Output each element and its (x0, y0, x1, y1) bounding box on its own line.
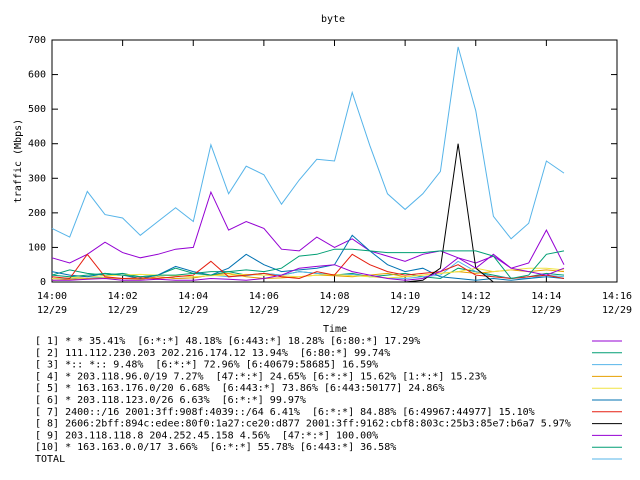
x-tick-label: 14:12 (461, 291, 491, 302)
y-tick-label: 700 (28, 35, 46, 46)
legend-label: [10] * 163.163.0.0/17 3.66% [6:*:*] 55.7… (35, 442, 396, 453)
x-tick-date: 12/29 (37, 305, 67, 316)
x-tick-label: 14:02 (108, 291, 138, 302)
series-line (52, 143, 564, 283)
y-tick-label: 0 (40, 277, 46, 288)
legend-label: [ 2] 111.112.230.203 202.216.174.12 13.9… (35, 348, 390, 359)
legend-label: [ 4] * 203.118.96.0/19 7.27% [47:*:*] 24… (35, 371, 487, 382)
series-line (51, 248, 565, 280)
x-tick-date: 12/29 (178, 305, 208, 316)
x-tick-label: 14:10 (390, 291, 420, 302)
y-tick-label: 200 (28, 208, 46, 219)
legend-label: [ 3] *:: *:: 9.48% [6:*:*] 72.96% [6:406… (35, 360, 378, 371)
legend-label: [ 6] * 203.118.123.0/26 6.63% [6:*:*] 99… (35, 395, 306, 406)
x-tick-date: 12/29 (461, 305, 491, 316)
series-line (51, 267, 565, 279)
legend-label: [ 5] * 163.163.176.0/20 6.68% [6:443:*] … (35, 383, 444, 394)
x-tick-date: 12/29 (319, 305, 349, 316)
y-tick-label: 100 (28, 242, 46, 253)
x-tick-label: 14:14 (531, 291, 561, 302)
legend-label: [ 7] 2400::/16 2001:3ff:908f:4039::/64 6… (35, 407, 535, 418)
x-tick-label: 14:16 (602, 291, 632, 302)
x-tick-label: 14:06 (249, 291, 279, 302)
legend-label: TOTAL (35, 454, 65, 465)
series-line (51, 46, 565, 240)
legend-label: [ 8] 2606:2bff:894c:edee:80f0:1a27:ce20:… (35, 419, 571, 430)
y-tick-label: 400 (28, 139, 46, 150)
x-axis-label: Time (323, 324, 347, 335)
x-tick-date: 12/29 (108, 305, 138, 316)
y-axis-label: traffic (Mbps) (13, 119, 24, 203)
x-tick-date: 12/29 (531, 305, 561, 316)
series-line (51, 253, 565, 280)
legend-label: [ 1] * * 35.41% [6:*:*] 48.18% [6:443:*]… (35, 336, 420, 347)
y-tick-label: 600 (28, 70, 46, 81)
y-tick-label: 500 (28, 104, 46, 115)
y-tick-label: 300 (28, 173, 46, 184)
series-line (51, 190, 565, 269)
x-tick-date: 12/29 (602, 305, 632, 316)
series-line (52, 253, 565, 281)
x-tick-date: 12/29 (249, 305, 279, 316)
x-tick-label: 14:04 (178, 291, 208, 302)
x-tick-label: 14:08 (319, 291, 349, 302)
x-tick-label: 14:00 (37, 291, 67, 302)
x-tick-date: 12/29 (390, 305, 420, 316)
legend-label: [ 9] 203.118.118.8 204.252.45.158 4.56% … (35, 430, 378, 441)
chart-title: byte (321, 14, 345, 25)
